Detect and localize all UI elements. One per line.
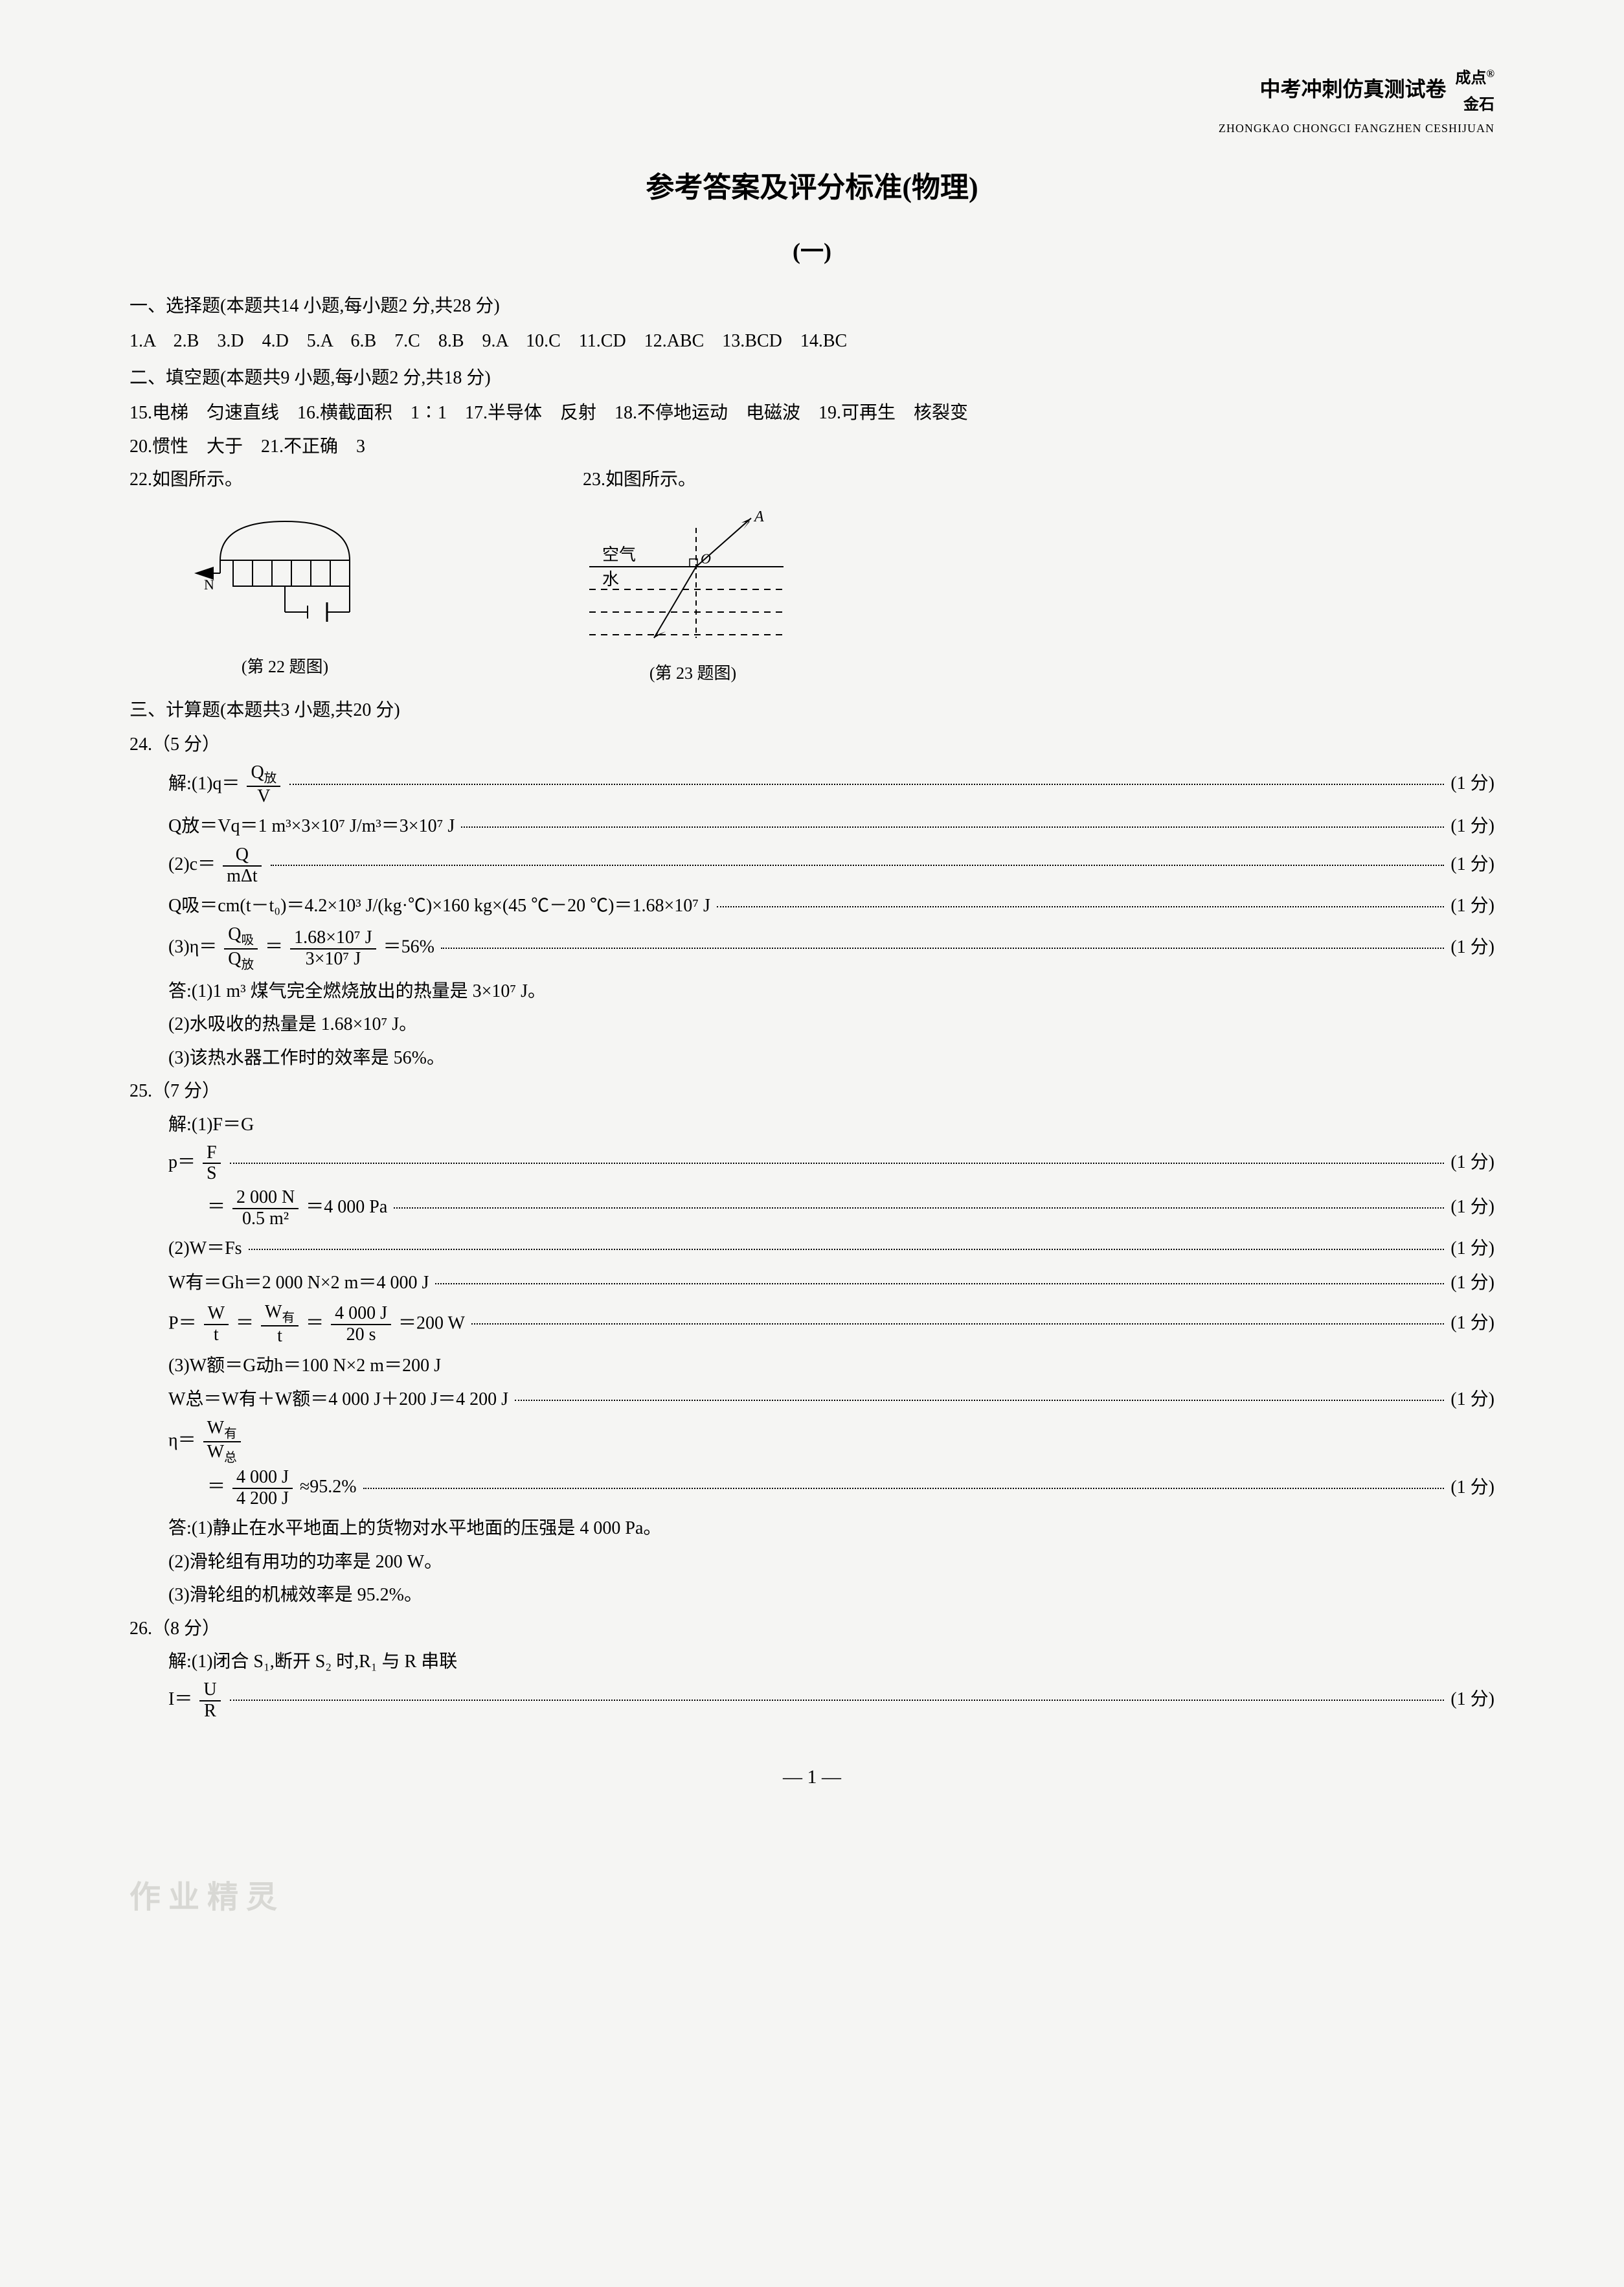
figure-22-svg: N <box>181 508 389 638</box>
figure-23-caption: (第 23 题图) <box>557 659 829 688</box>
brand-logo: 成点® 金石 <box>1455 65 1494 119</box>
q24-ans1: 答:(1)1 m³ 煤气完全燃烧放出的热量是 3×10⁷ J。 <box>130 976 1494 1007</box>
brand-title: 中考冲刺仿真测试卷 <box>1259 78 1446 101</box>
q25-s5: W有＝Gh＝2 000 N×2 m＝4 000 J (1 分) <box>130 1268 1494 1299</box>
watermark: 作业精灵 <box>130 1871 1494 1924</box>
q25-s4: (2)W＝Fs (1 分) <box>130 1233 1494 1264</box>
brand-pinyin: ZHONGKAO CHONGCI FANGZHEN CESHIJUAN <box>130 119 1494 139</box>
figure-22: N (第 22 题图) <box>181 508 389 688</box>
q26-s1: 解:(1)闭合 S₁,断开 S₂ 时,R₁ 与 R 串联 <box>130 1646 1494 1678</box>
page-number: — 1 — <box>130 1760 1494 1793</box>
section1-header: 一、选择题(本题共14 小题,每小题2 分,共28 分) <box>130 291 1494 322</box>
section2-line1: 15.电梯 匀速直线 16.横截面积 1∶1 17.半导体 反射 18.不停地运… <box>130 398 1494 429</box>
figures-row: N (第 22 题图) A O 空气 水 (第 23 题图) <box>130 508 1494 688</box>
svg-text:N: N <box>204 576 214 593</box>
figure-23: A O 空气 水 (第 23 题图) <box>557 508 829 688</box>
page-title: 参考答案及评分标准(物理) <box>130 164 1494 212</box>
svg-text:空气: 空气 <box>602 545 636 564</box>
q25-ans2: (2)滑轮组有用功的功率是 200 W。 <box>130 1547 1494 1578</box>
q25-s1: 解:(1)F＝G <box>130 1109 1494 1141</box>
q25-s6: P＝ Wt ＝ W有t ＝ 4 000 J20 s ＝200 W (1 分) <box>130 1303 1494 1347</box>
section2-line3: 22.如图所示。 23.如图所示。 <box>130 464 1494 495</box>
svg-text:A: A <box>753 508 764 525</box>
q24-ans2: (2)水吸收的热量是 1.68×10⁷ J。 <box>130 1009 1494 1040</box>
section2-header: 二、填空题(本题共9 小题,每小题2 分,共18 分) <box>130 363 1494 394</box>
q25-title: 25.（7 分） <box>130 1076 1494 1107</box>
q24-title: 24.（5 分） <box>130 729 1494 760</box>
svg-text:水: 水 <box>602 570 619 589</box>
q25-s9: η＝ W有W总 <box>130 1418 1494 1465</box>
section2-line2: 20.惯性 大于 21.不正确 3 <box>130 431 1494 462</box>
q26-title: 26.（8 分） <box>130 1613 1494 1644</box>
page-subtitle: (一) <box>130 232 1494 271</box>
q25-s2: p＝ FS (1 分) <box>130 1143 1494 1185</box>
brand-header: 中考冲刺仿真测试卷 成点® 金石 ZHONGKAO CHONGCI FANGZH… <box>130 65 1494 138</box>
section3-header: 三、计算题(本题共3 小题,共20 分) <box>130 695 1494 726</box>
q25-ans1: 答:(1)静止在水平地面上的货物对水平地面的压强是 4 000 Pa。 <box>130 1513 1494 1544</box>
svg-text:O: O <box>701 551 711 567</box>
q25-s8: W总＝W有＋W额＝4 000 J＋200 J＝4 200 J (1 分) <box>130 1384 1494 1415</box>
section1-answers: 1.A 2.B 3.D 4.D 5.A 6.B 7.C 8.B 9.A 10.C… <box>130 326 1494 357</box>
q24-ans3: (3)该热水器工作时的效率是 56%。 <box>130 1043 1494 1074</box>
q24-step4: Q吸＝cm(t－t₀)＝4.2×10³ J/(kg·℃)×160 kg×(45 … <box>130 891 1494 922</box>
figure-22-caption: (第 22 题图) <box>181 653 389 681</box>
figure-23-svg: A O 空气 水 <box>557 508 829 644</box>
q26-s2: I＝ UR (1 分) <box>130 1680 1494 1722</box>
q24-step3: (2)c＝ QmΔt (1 分) <box>130 845 1494 887</box>
q25-ans3: (3)滑轮组的机械效率是 95.2%。 <box>130 1580 1494 1611</box>
q24-step2: Q放＝Vq＝1 m³×3×10⁷ J/m³＝3×10⁷ J (1 分) <box>130 811 1494 842</box>
q25-s7: (3)W额＝G动h＝100 N×2 m＝200 J <box>130 1350 1494 1382</box>
q25-s3: ＝ 2 000 N0.5 m² ＝4 000 Pa (1 分) <box>130 1188 1494 1229</box>
q24-step5: (3)η＝ Q吸Q放 ＝ 1.68×10⁷ J3×10⁷ J ＝56% (1 分… <box>130 925 1494 972</box>
q24-step1: 解:(1)q＝ Q放V (1 分) <box>130 763 1494 807</box>
q25-s10: ＝ 4 000 J4 200 J ≈95.2% (1 分) <box>130 1468 1494 1509</box>
